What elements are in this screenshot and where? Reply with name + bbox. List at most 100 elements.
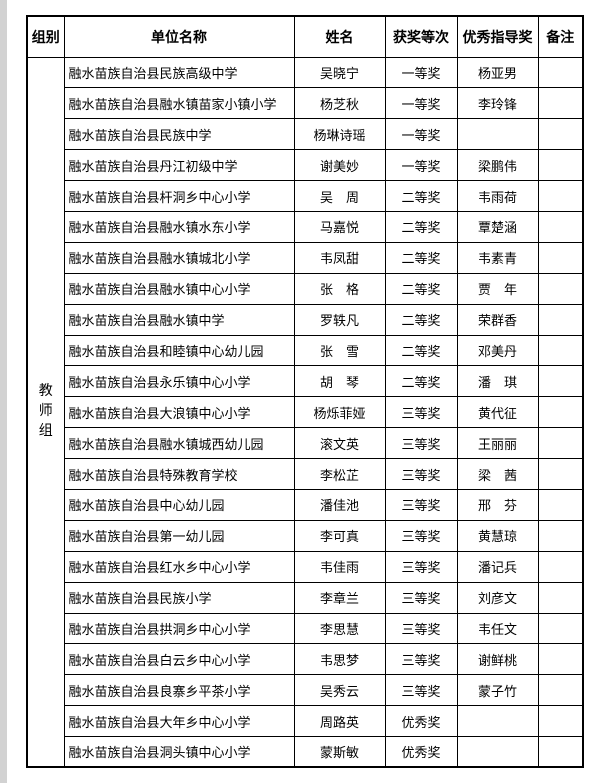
award-cell: 三等奖 xyxy=(384,643,458,676)
mentor-cell: 梁鹏伟 xyxy=(456,149,539,182)
award-cell: 三等奖 xyxy=(384,396,458,429)
award-cell: 三等奖 xyxy=(384,458,458,490)
award-cell: 一等奖 xyxy=(384,118,458,151)
name-cell: 韦思梦 xyxy=(293,643,386,676)
name-cell: 吴 周 xyxy=(293,180,386,212)
table-row: 融水苗族自治县洞头镇中心小学 蒙斯敏 优秀奖 xyxy=(27,736,584,768)
mentor-cell: 刘彦文 xyxy=(456,581,539,614)
header-group: 组别 xyxy=(26,15,65,58)
award-cell: 优秀奖 xyxy=(384,705,458,738)
header-remark: 备注 xyxy=(537,15,584,58)
mentor-cell: 杨亚男 xyxy=(456,56,539,89)
mentor-cell: 贾 年 xyxy=(456,272,539,305)
mentor-cell xyxy=(456,705,539,738)
remark-cell xyxy=(537,56,584,89)
unit-cell: 融水苗族自治县民族高级中学 xyxy=(63,56,295,89)
name-cell: 杨琳诗瑶 xyxy=(293,118,386,151)
remark-cell xyxy=(537,674,584,707)
mentor-cell: 邢 芬 xyxy=(456,488,539,521)
table-row: 融水苗族自治县红水乡中心小学 韦佳雨 三等奖 潘记兵 xyxy=(27,550,584,583)
mentor-cell: 荣群香 xyxy=(456,303,539,336)
award-cell: 三等奖 xyxy=(384,612,458,645)
remark-cell xyxy=(537,427,584,460)
mentor-cell: 黄慧琼 xyxy=(456,519,539,552)
name-cell: 罗轶凡 xyxy=(293,303,386,336)
name-cell: 胡 琴 xyxy=(293,365,386,398)
table-row: 融水苗族自治县永乐镇中心小学胡 琴二等奖潘 琪 xyxy=(27,365,584,398)
name-cell: 李章兰 xyxy=(293,581,386,614)
unit-cell: 融水苗族自治县融水镇中学 xyxy=(63,303,295,336)
table-row: 融水苗族自治县融水镇水东小学 马嘉悦 二等奖 覃楚涵 xyxy=(27,210,584,243)
unit-cell: 融水苗族自治县民族小学 xyxy=(63,581,295,614)
table-row: 融水苗族自治县民族中学 杨琳诗瑶 一等奖 xyxy=(27,118,584,151)
name-cell: 吴晓宁 xyxy=(293,56,386,89)
mentor-cell: 李玲锋 xyxy=(456,87,539,120)
name-cell: 李松芷 xyxy=(293,458,386,490)
award-cell: 三等奖 xyxy=(384,674,458,707)
remark-cell xyxy=(537,488,584,521)
group-label: 教师组 xyxy=(38,383,53,440)
remark-cell xyxy=(537,705,584,738)
table-row: 融水苗族自治县大浪镇中心小学 杨烁菲娅 三等奖 黄代征 xyxy=(27,396,584,429)
award-cell: 三等奖 xyxy=(384,550,458,583)
unit-cell: 融水苗族自治县民族中学 xyxy=(63,118,295,151)
award-cell: 一等奖 xyxy=(384,87,458,120)
award-cell: 三等奖 xyxy=(384,427,458,460)
name-cell: 谢美妙 xyxy=(293,149,386,182)
table-row: 融水苗族自治县融水镇中心小学张 格二等奖贾 年 xyxy=(27,272,584,305)
name-cell: 张 格 xyxy=(293,272,386,305)
award-cell: 二等奖 xyxy=(384,334,458,367)
unit-cell: 融水苗族自治县融水镇城北小学 xyxy=(63,241,295,274)
name-cell: 韦凤甜 xyxy=(293,241,386,274)
remark-cell xyxy=(537,149,584,182)
mentor-cell: 潘记兵 xyxy=(456,550,539,583)
remark-cell xyxy=(537,612,584,645)
table-row: 融水苗族自治县和睦镇中心幼儿园张 雪二等奖 邓美丹 xyxy=(27,334,584,367)
unit-cell: 融水苗族自治县红水乡中心小学 xyxy=(63,550,295,583)
award-cell: 二等奖 xyxy=(384,241,458,274)
table-row: 融水苗族自治县民族小学 李章兰 三等奖 刘彦文 xyxy=(27,581,584,614)
remark-cell xyxy=(537,87,584,120)
table-row: 融水苗族自治县第一幼儿园 李可真 三等奖 黄慧琼 xyxy=(27,519,584,552)
award-cell: 二等奖 xyxy=(384,272,458,305)
header-award: 获奖等次 xyxy=(384,15,458,58)
remark-cell xyxy=(537,519,584,552)
unit-cell: 融水苗族自治县大年乡中心小学 xyxy=(63,705,295,738)
award-cell: 一等奖 xyxy=(384,149,458,182)
table-row: 融水苗族自治县杆洞乡中心小学吴 周二等奖 韦雨荷 xyxy=(27,180,584,212)
remark-cell xyxy=(537,581,584,614)
unit-cell: 融水苗族自治县永乐镇中心小学 xyxy=(63,365,295,398)
header-row: 组别 单位名称 姓名 获奖等次 优秀指导奖 备注 xyxy=(26,15,584,58)
table-row: 融水苗族自治县大年乡中心小学 周路英 优秀奖 xyxy=(27,705,584,738)
header-name: 姓名 xyxy=(293,15,386,58)
table-row: 融水苗族自治县中心幼儿园 潘佳池 三等奖邢 芬 xyxy=(27,488,584,521)
name-cell: 杨烁菲娅 xyxy=(293,396,386,429)
unit-cell: 融水苗族自治县洞头镇中心小学 xyxy=(63,736,295,768)
unit-cell: 融水苗族自治县融水镇城西幼儿园 xyxy=(63,427,295,460)
name-cell: 李可真 xyxy=(293,519,386,552)
header-mentor: 优秀指导奖 xyxy=(456,15,539,58)
table-row: 融水苗族自治县拱洞乡中心小学 李思慧 三等奖 韦任文 xyxy=(27,612,584,645)
mentor-cell xyxy=(456,736,539,768)
unit-cell: 融水苗族自治县杆洞乡中心小学 xyxy=(63,180,295,212)
name-cell: 韦佳雨 xyxy=(293,550,386,583)
remark-cell xyxy=(537,334,584,367)
table-row: 融水苗族自治县良寨乡平茶小学 吴秀云 三等奖 蒙子竹 xyxy=(27,674,584,707)
left-edge-strip xyxy=(0,0,7,783)
unit-cell: 融水苗族自治县融水镇苗家小镇小学 xyxy=(63,87,295,120)
remark-cell xyxy=(537,272,584,305)
mentor-cell: 韦雨荷 xyxy=(456,180,539,212)
unit-cell: 融水苗族自治县第一幼儿园 xyxy=(63,519,295,552)
name-cell: 李思慧 xyxy=(293,612,386,645)
remark-cell xyxy=(537,396,584,429)
award-table: 组别 单位名称 姓名 获奖等次 优秀指导奖 备注 教师组 融水苗族自治县民族高级… xyxy=(26,15,584,769)
name-cell: 周路英 xyxy=(293,705,386,738)
name-cell: 潘佳池 xyxy=(293,488,386,521)
award-cell: 一等奖 xyxy=(384,56,458,89)
unit-cell: 融水苗族自治县白云乡中心小学 xyxy=(63,643,295,676)
remark-cell xyxy=(537,210,584,243)
unit-cell: 融水苗族自治县拱洞乡中心小学 xyxy=(63,612,295,645)
award-cell: 三等奖 xyxy=(384,488,458,521)
remark-cell xyxy=(537,643,584,676)
